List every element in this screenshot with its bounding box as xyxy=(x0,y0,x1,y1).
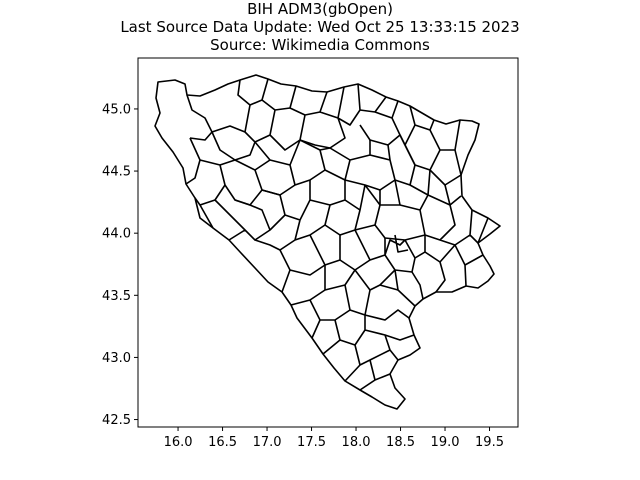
x-tick-label: 17.5 xyxy=(297,435,326,450)
x-tick-label: 16.0 xyxy=(164,435,193,450)
y-tick-label: 43.0 xyxy=(102,351,131,366)
y-tick-label: 43.5 xyxy=(102,289,131,304)
y-tick-label: 44.5 xyxy=(102,165,131,180)
y-tick-label: 44.0 xyxy=(102,227,131,242)
municipality-boundary xyxy=(279,229,484,307)
axes-frame xyxy=(137,57,519,428)
municipality-boundary xyxy=(186,78,462,186)
x-tick-label: 18.5 xyxy=(386,435,415,450)
map-subtitle-source: Source: Wikimedia Commons xyxy=(210,36,430,54)
region-boundaries xyxy=(154,74,501,410)
map-title: BIH ADM3(gbOpen) xyxy=(247,0,393,18)
y-tick-label: 42.5 xyxy=(102,413,131,428)
x-tick-label: 18.0 xyxy=(342,435,371,450)
y-tick-label: 45.0 xyxy=(102,102,131,117)
x-tick-label: 19.0 xyxy=(431,435,460,450)
x-tick-label: 17.0 xyxy=(253,435,282,450)
municipality-boundary xyxy=(290,265,415,391)
x-tick-label: 16.5 xyxy=(208,435,237,450)
map-subtitle-update: Last Source Data Update: Wed Oct 25 13:3… xyxy=(120,18,520,36)
x-tick-label: 19.5 xyxy=(475,435,504,450)
axes: 16.0 16.5 17.0 17.5 18.0 18.5 19.0 19.5 42.5 43.0… xyxy=(102,57,519,450)
